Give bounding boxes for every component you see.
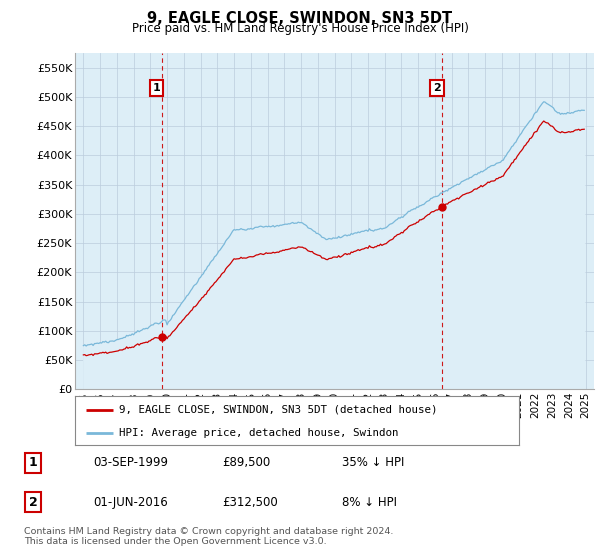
Text: 1: 1 [152,83,160,94]
Text: 8% ↓ HPI: 8% ↓ HPI [342,496,397,508]
Text: 9, EAGLE CLOSE, SWINDON, SN3 5DT: 9, EAGLE CLOSE, SWINDON, SN3 5DT [148,11,452,26]
Text: 01-JUN-2016: 01-JUN-2016 [93,496,168,508]
Text: £89,500: £89,500 [222,456,270,469]
Text: 9, EAGLE CLOSE, SWINDON, SN3 5DT (detached house): 9, EAGLE CLOSE, SWINDON, SN3 5DT (detach… [119,405,438,415]
Text: 2: 2 [433,83,441,94]
Text: Price paid vs. HM Land Registry's House Price Index (HPI): Price paid vs. HM Land Registry's House … [131,22,469,35]
Text: 1: 1 [29,456,37,469]
Text: 03-SEP-1999: 03-SEP-1999 [93,456,168,469]
Text: 35% ↓ HPI: 35% ↓ HPI [342,456,404,469]
Text: 2: 2 [29,496,37,508]
Text: Contains HM Land Registry data © Crown copyright and database right 2024.
This d: Contains HM Land Registry data © Crown c… [24,526,394,546]
Text: HPI: Average price, detached house, Swindon: HPI: Average price, detached house, Swin… [119,428,399,438]
Text: £312,500: £312,500 [222,496,278,508]
